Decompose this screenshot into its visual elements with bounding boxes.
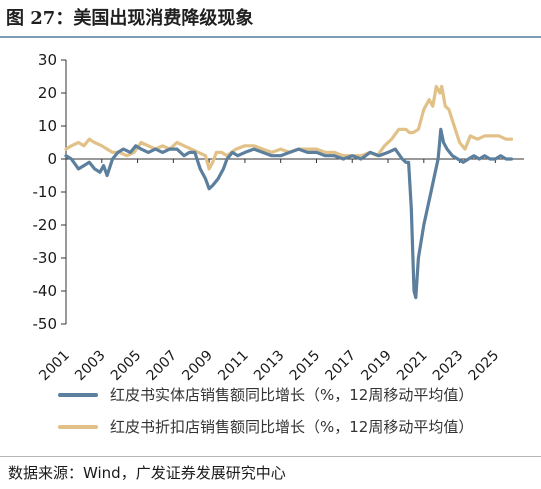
x-tick-label: 2011 bbox=[215, 348, 252, 385]
source-rule bbox=[0, 456, 541, 457]
x-tick-label: 2025 bbox=[466, 348, 503, 385]
legend-item-blue: 红皮书实体店销售额同比增长（%，12周移动平均值） bbox=[58, 384, 528, 406]
series-lines bbox=[64, 84, 514, 300]
series-line-discount-store bbox=[64, 84, 514, 171]
x-tick-label: 2021 bbox=[394, 348, 431, 385]
y-axis: 30 20 10 0 -10 -20 -30 -40 -50 bbox=[33, 51, 67, 333]
x-axis: 2001 2003 2005 2007 2009 2011 2013 2015 2017 2019… bbox=[36, 158, 524, 385]
x-tick-label: 2019 bbox=[358, 348, 395, 385]
x-tick-label: 2003 bbox=[72, 348, 109, 385]
y-tick-label: 0 bbox=[47, 150, 57, 168]
y-tick-label: 30 bbox=[38, 51, 57, 69]
source-note: 数据来源：Wind，广发证券发展研究中心 bbox=[8, 464, 286, 482]
x-tick-label: 2009 bbox=[179, 348, 216, 385]
x-tick-label: 2005 bbox=[108, 348, 145, 385]
legend-item-gold: 红皮书折扣店销售额同比增长（%，12周移动平均值） bbox=[58, 416, 528, 438]
y-tick-label: -10 bbox=[33, 183, 58, 201]
legend-label: 红皮书实体店销售额同比增长（%，12周移动平均值） bbox=[110, 386, 474, 404]
x-tick-label: 2013 bbox=[251, 348, 288, 385]
title-rule bbox=[0, 36, 541, 38]
legend-swatch bbox=[58, 393, 98, 397]
x-tick-label: 2001 bbox=[36, 348, 73, 385]
y-tick-label: -30 bbox=[33, 249, 58, 267]
x-tick-label: 2007 bbox=[144, 348, 181, 385]
y-tick-label: -20 bbox=[33, 216, 58, 234]
legend-swatch bbox=[58, 425, 98, 429]
series-line-department-store bbox=[64, 127, 514, 300]
y-tick-label: 20 bbox=[38, 84, 57, 102]
y-tick-label: -40 bbox=[33, 282, 58, 300]
x-tick-label: 2015 bbox=[287, 348, 324, 385]
x-tick-label: 2017 bbox=[323, 348, 360, 385]
figure-title: 图 27：美国出现消费降级现象 bbox=[6, 8, 254, 29]
x-tick-label: 2023 bbox=[430, 348, 467, 385]
legend-label: 红皮书折扣店销售额同比增长（%，12周移动平均值） bbox=[110, 418, 474, 436]
y-tick-label: 10 bbox=[38, 117, 57, 135]
y-tick-label: -50 bbox=[33, 315, 58, 333]
legend: 红皮书实体店销售额同比增长（%，12周移动平均值） 红皮书折扣店销售额同比增长（… bbox=[58, 384, 528, 448]
